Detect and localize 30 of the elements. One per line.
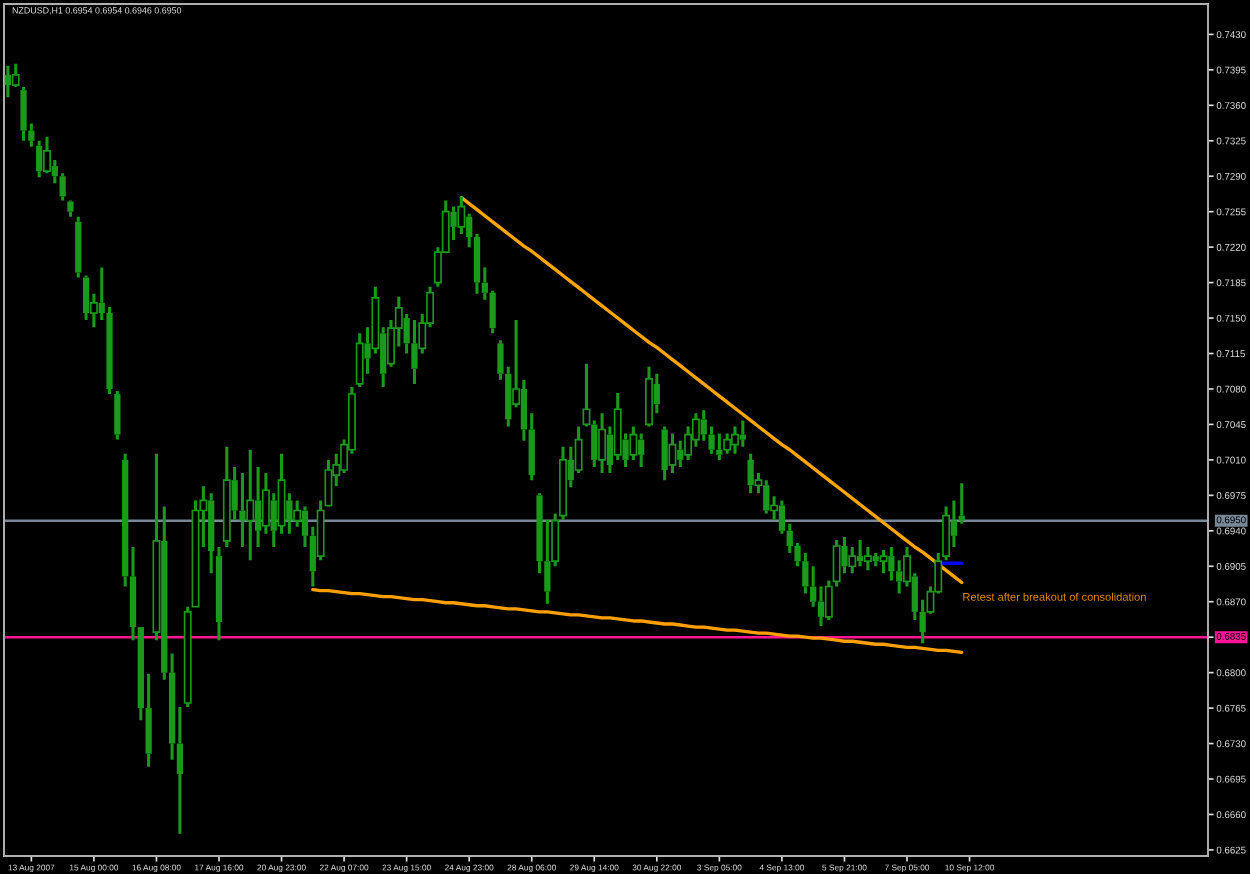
candlestick (4, 64, 12, 99)
candlestick (75, 215, 82, 280)
candlestick (59, 171, 66, 203)
candlestick (879, 548, 888, 575)
candlestick (489, 289, 496, 335)
candlestick (246, 448, 255, 562)
candlestick (668, 432, 677, 475)
candlestick (739, 418, 746, 449)
candlestick (629, 424, 638, 462)
line-series (311, 587, 964, 655)
candlestick (355, 331, 364, 389)
candlestick (114, 389, 121, 442)
candlestick (731, 424, 739, 456)
candlestick (661, 424, 668, 482)
candlestick (20, 85, 27, 143)
candlestick (802, 551, 809, 596)
candlestick (747, 452, 754, 495)
candlestick (716, 432, 723, 462)
candlestick (863, 545, 872, 572)
candlestick (841, 535, 848, 575)
candlestick (411, 318, 418, 386)
candlestick (67, 201, 74, 219)
candlestick (598, 411, 607, 475)
candlestick (43, 135, 51, 175)
candlestick (888, 545, 895, 582)
candlestick (222, 445, 231, 549)
candlestick (645, 365, 653, 428)
candlestick (82, 273, 90, 322)
candlestick (239, 471, 246, 549)
candlestick (856, 538, 864, 568)
